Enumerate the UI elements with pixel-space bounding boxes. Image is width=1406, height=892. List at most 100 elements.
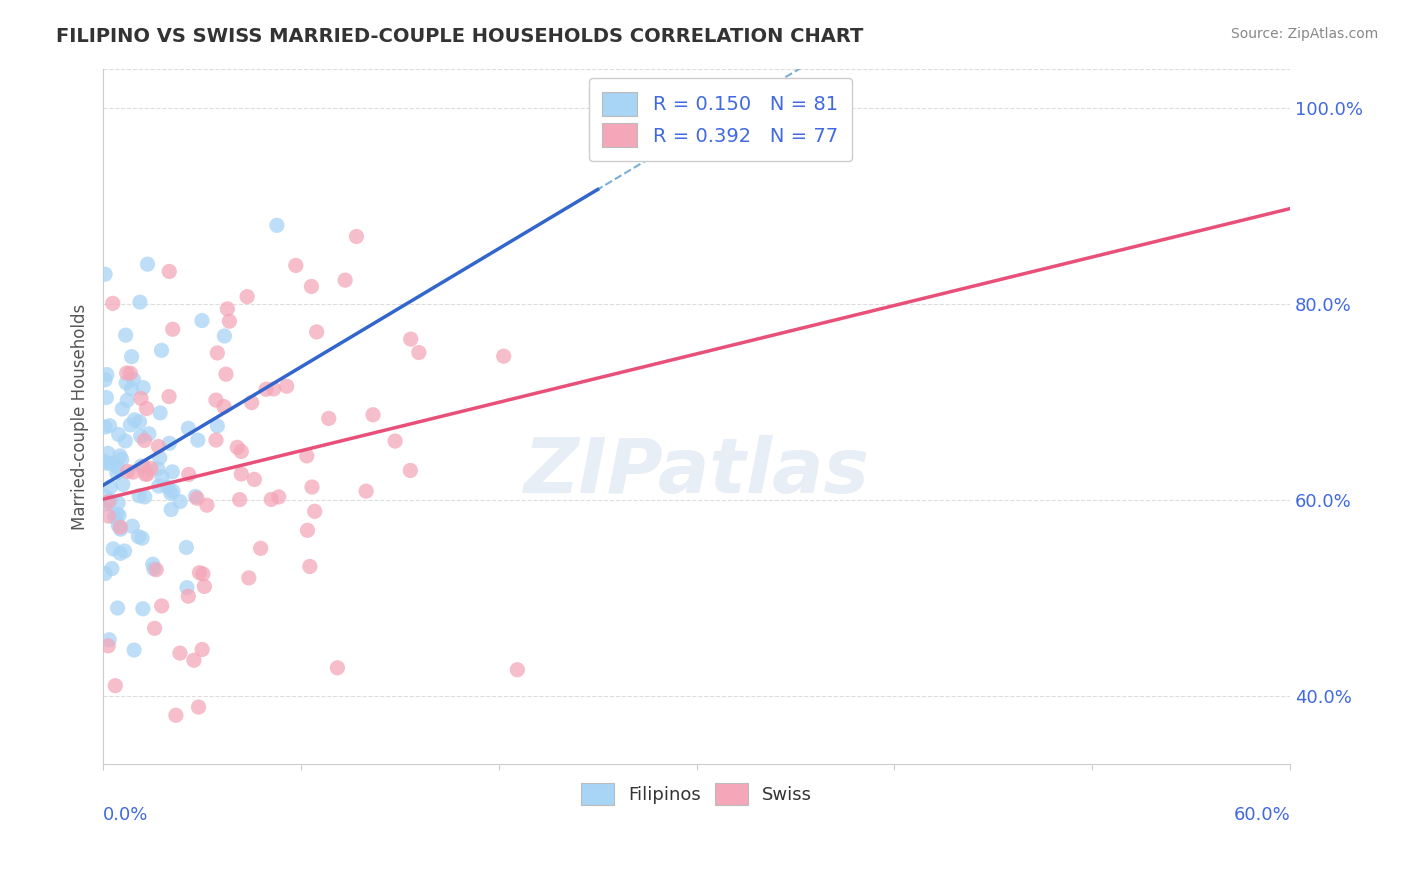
Point — [134, 467, 156, 482]
Point — [186, 491, 208, 506]
Point — [301, 480, 323, 494]
Point — [97, 446, 120, 460]
Point — [205, 433, 228, 447]
Point — [142, 557, 165, 571]
Point — [305, 325, 328, 339]
Point — [212, 400, 235, 414]
Point — [107, 518, 129, 533]
Point — [136, 467, 159, 481]
Point — [188, 566, 211, 580]
Point — [134, 490, 156, 504]
Point — [135, 401, 157, 416]
Point — [157, 436, 180, 450]
Point — [238, 571, 260, 585]
Point — [108, 449, 131, 463]
Point — [148, 439, 170, 453]
Point — [162, 465, 184, 479]
Point — [399, 332, 422, 346]
Point — [122, 372, 145, 386]
Point — [159, 486, 181, 500]
Point — [266, 219, 288, 233]
Point — [122, 643, 145, 657]
Point — [176, 581, 198, 595]
Point — [399, 463, 422, 477]
Text: 60.0%: 60.0% — [1233, 806, 1291, 824]
Point — [134, 434, 156, 448]
Point — [110, 452, 132, 467]
Point — [120, 417, 142, 432]
Point — [295, 449, 318, 463]
Point — [492, 349, 515, 363]
Point — [260, 492, 283, 507]
Point — [169, 494, 191, 508]
Point — [98, 493, 121, 508]
Point — [94, 420, 117, 434]
Point — [129, 295, 152, 310]
Text: ZIPatlas: ZIPatlas — [523, 435, 869, 509]
Point — [143, 621, 166, 635]
Point — [187, 433, 209, 447]
Point — [243, 472, 266, 486]
Point — [176, 541, 198, 555]
Point — [361, 408, 384, 422]
Point — [191, 313, 214, 327]
Point — [132, 459, 155, 474]
Point — [110, 520, 132, 534]
Point — [318, 411, 340, 425]
Point — [96, 456, 118, 470]
Point — [129, 392, 152, 406]
Point — [299, 279, 322, 293]
Point — [96, 497, 118, 511]
Point — [121, 350, 143, 364]
Point — [145, 563, 167, 577]
Point — [97, 639, 120, 653]
Point — [169, 646, 191, 660]
Point — [139, 461, 162, 475]
Point — [114, 328, 136, 343]
Point — [94, 267, 117, 281]
Point — [162, 322, 184, 336]
Point — [191, 566, 214, 581]
Point — [160, 502, 183, 516]
Text: 0.0%: 0.0% — [103, 806, 149, 824]
Text: Source: ZipAtlas.com: Source: ZipAtlas.com — [1230, 27, 1378, 41]
Point — [187, 700, 209, 714]
Point — [150, 470, 173, 484]
Y-axis label: Married-couple Households: Married-couple Households — [72, 303, 89, 530]
Point — [131, 531, 153, 545]
Point — [98, 632, 121, 647]
Point — [226, 440, 249, 454]
Point — [103, 510, 125, 524]
Point — [107, 427, 129, 442]
Point — [215, 367, 238, 381]
Point — [297, 524, 319, 538]
Point — [142, 562, 165, 576]
Point — [101, 296, 124, 310]
Point — [157, 264, 180, 278]
Point — [150, 599, 173, 613]
Point — [162, 484, 184, 499]
Point — [333, 273, 356, 287]
Point — [228, 492, 250, 507]
Point — [177, 589, 200, 603]
Point — [107, 496, 129, 510]
Point — [103, 541, 125, 556]
Point — [115, 366, 138, 380]
Point — [183, 653, 205, 667]
Point — [97, 509, 120, 524]
Point — [205, 392, 228, 407]
Point — [304, 504, 326, 518]
Point — [298, 559, 321, 574]
Point — [231, 444, 253, 458]
Point — [100, 480, 122, 494]
Point — [149, 406, 172, 420]
Point — [101, 457, 124, 471]
Point — [149, 450, 172, 465]
Text: FILIPINO VS SWISS MARRIED-COUPLE HOUSEHOLDS CORRELATION CHART: FILIPINO VS SWISS MARRIED-COUPLE HOUSEHO… — [56, 27, 863, 45]
Point — [98, 418, 121, 433]
Point — [138, 426, 160, 441]
Point — [114, 434, 136, 448]
Point — [146, 461, 169, 475]
Point — [128, 489, 150, 503]
Point — [346, 229, 368, 244]
